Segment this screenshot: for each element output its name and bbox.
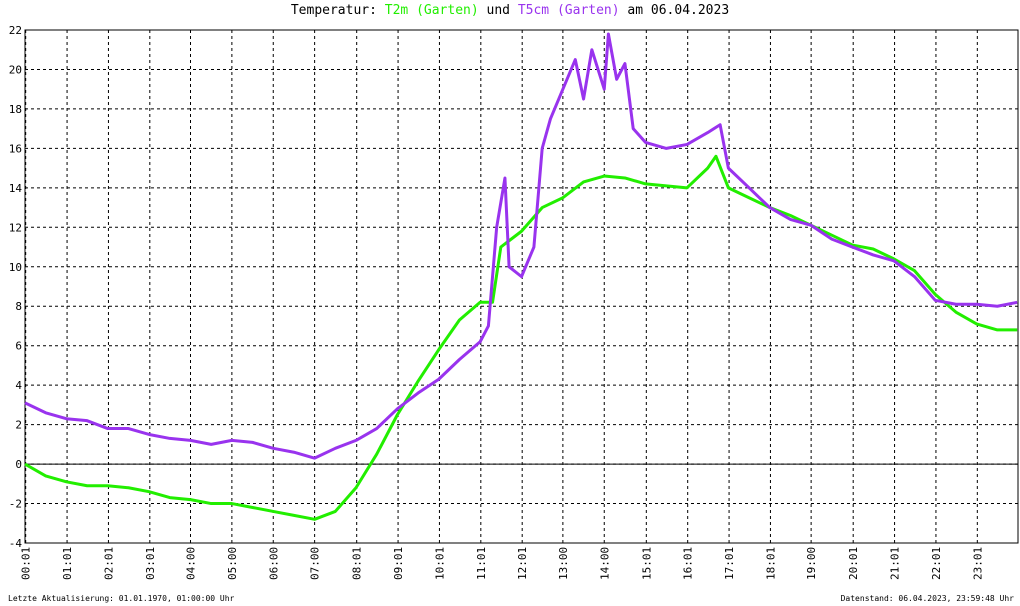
y-tick-label: 4 [15,379,22,392]
y-tick-label: 20 [9,63,22,76]
title-text: Temperatur: [291,3,377,18]
x-tick-label: 10:01 [433,547,446,580]
data-line [24,32,1018,460]
data-line [24,154,1018,521]
y-tick-label: 12 [9,221,22,234]
x-tick-label: 21:01 [889,547,902,580]
x-tick-label: 01:01 [61,547,74,580]
x-tick-label: 03:01 [144,547,157,580]
x-tick-label: 13:00 [557,547,570,580]
x-tick-label: 16:01 [682,547,695,580]
y-tick-label: 22 [9,24,22,37]
x-tick-label: 11:01 [475,547,488,580]
y-tick-label: 10 [9,261,22,274]
x-tick-label: 19:00 [805,547,818,580]
title-text: und [487,3,510,18]
legend-entry: T2m (Garten) [385,3,479,18]
title-text: am 06.04.2023 [627,3,729,18]
y-tick-label: 14 [9,182,23,195]
plot-frame [24,29,1019,544]
x-tick-label: 06:00 [267,547,280,580]
x-tick-label: 12:01 [516,547,529,580]
x-tick-label: 22:01 [930,547,943,580]
x-tick-label: 00:01 [20,547,33,580]
y-tick-label: 6 [15,340,22,353]
footer-left: Letzte Aktualisierung: 01.01.1970, 01:00… [8,594,235,603]
x-tick-label: 17:01 [723,547,736,580]
y-tick-label: 8 [15,300,22,313]
x-tick-label: 09:01 [392,547,405,580]
chart-title: Temperatur: T2m (Garten) und T5cm (Garte… [291,3,729,18]
x-tick-label: 07:00 [309,547,322,580]
x-tick-label: 23:01 [971,547,984,580]
x-tick-label: 18:01 [764,547,777,580]
legend-entry: T5cm (Garten) [518,3,620,18]
footer-right: Datenstand: 06.04.2023, 23:59:48 Uhr [841,594,1015,603]
x-tick-label: 15:01 [640,547,653,580]
x-tick-label: 20:01 [847,547,860,580]
y-tick-label: 18 [9,103,22,116]
y-tick-label: 0 [15,458,22,471]
x-tick-label: 04:00 [185,547,198,580]
x-tick-label: 08:01 [351,547,364,580]
y-tick-label: 2 [15,419,22,432]
y-tick-label: -2 [9,498,22,511]
y-tick-label: -4 [9,537,23,550]
x-tick-label: 14:00 [598,547,611,580]
x-tick-label: 05:00 [226,547,239,580]
y-tick-label: 16 [9,142,22,155]
x-tick-label: 02:01 [102,547,115,580]
